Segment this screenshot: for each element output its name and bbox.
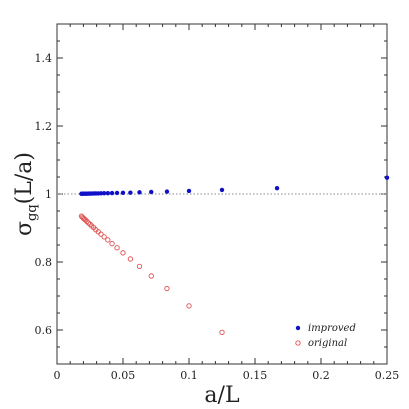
data-point-improved [164,189,170,194]
data-point-original [164,285,170,292]
x-tick-label: 0.25 [375,369,400,382]
y-tick-label: 1.4 [35,52,53,65]
data-point-original [101,234,107,240]
data-point-improved [186,188,192,194]
data-point-original [136,263,143,270]
x-tick-label: 0 [54,369,61,382]
data-point-original [114,245,120,251]
data-point-original [127,256,134,262]
data-point-original [98,231,104,237]
legend: improved original [295,323,356,349]
data-point-original [79,214,85,220]
data-point-original [148,273,154,279]
x-tick-label: 0.1 [180,369,198,382]
x-tick-label: 0.15 [243,369,268,382]
y-tick-label: 1.2 [35,120,53,133]
data-point-improved [128,190,133,195]
y-axis-title-argument: (L/a) [12,152,37,204]
legend-label-improved: improved [308,323,356,334]
y-tick-label: 1 [45,188,52,201]
data-point-improved [79,191,84,196]
y-axis-title: σgq(L/a) [12,152,40,236]
data-point-improved [384,175,390,180]
data-point-improved [149,189,154,195]
data-point-improved [109,190,115,196]
legend-marker-improved [295,325,301,331]
y-axis-title-subscript: gq [25,204,40,221]
data-point-improved [114,190,120,196]
svg-text:σgq(L/a): σgq(L/a) [12,152,40,236]
legend-label-original: original [308,338,347,349]
data-point-original [78,213,85,219]
data-point-improved [274,186,280,191]
x-tick-label: 0.2 [312,369,330,382]
legend-marker-original [295,340,301,346]
tick-labels: 0 0.05 0.1 0.15 0.2 0.25 0.6 0.8 1 1.2 1.4 [35,52,400,382]
data-point-improved [137,190,142,195]
data-point-improved [219,187,225,193]
y-tick-label: 0.8 [35,256,53,269]
x-tick-label: 0.05 [111,369,136,382]
y-tick-label: 0.6 [35,324,53,337]
data-points [78,175,390,336]
data-point-original [105,237,111,243]
x-axis-title: a/L [204,383,240,408]
data-point-improved [101,191,107,196]
y-axis-title-symbol: σ [12,221,37,236]
data-point-improved [105,190,111,196]
data-point-original [109,240,115,247]
data-point-original [186,303,192,309]
data-point-original [120,250,126,256]
data-point-original [219,329,225,336]
data-point-original [87,221,93,227]
data-point-original [85,220,92,226]
data-point-improved [120,190,126,196]
